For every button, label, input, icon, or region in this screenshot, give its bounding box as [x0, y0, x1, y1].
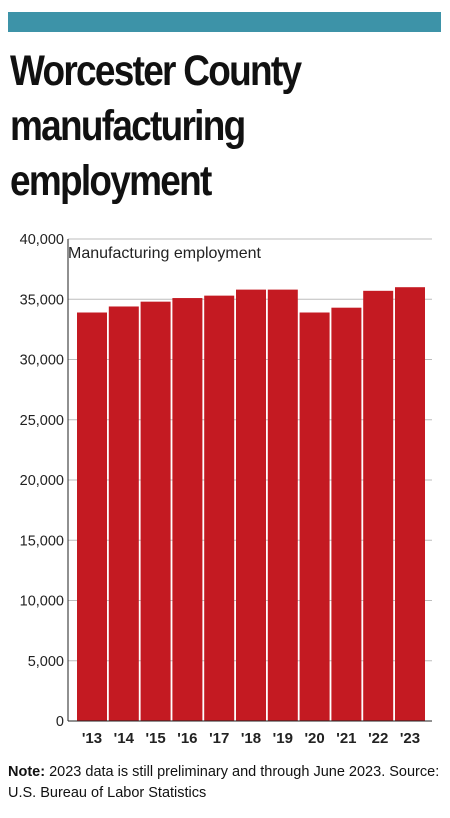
- x-tick-label: '14: [114, 730, 135, 747]
- note-text: 2023 data is still preliminary and throu…: [8, 764, 440, 801]
- y-tick-label: 40,000: [20, 232, 64, 248]
- x-tick-label: '21: [336, 730, 356, 747]
- y-tick-label: 15,000: [20, 533, 64, 549]
- note-label: Note:: [8, 764, 46, 780]
- bar-16: [172, 298, 203, 721]
- y-tick-label: 35,000: [20, 292, 64, 308]
- y-tick-label: 0: [56, 714, 64, 730]
- bar-17: [204, 295, 235, 721]
- x-tick-label: '18: [241, 730, 261, 747]
- bar-19: [267, 289, 298, 721]
- y-tick-label: 30,000: [20, 353, 64, 369]
- bar-21: [331, 307, 362, 721]
- y-tick-label: 20,000: [20, 473, 64, 489]
- bar-13: [77, 312, 107, 721]
- y-tick-label: 25,000: [20, 413, 64, 429]
- x-tick-label: '15: [145, 730, 165, 747]
- bar-18: [236, 289, 266, 721]
- x-tick-label: '19: [273, 730, 293, 747]
- y-tick-label: 5,000: [28, 654, 64, 670]
- bars: [77, 287, 425, 721]
- x-tick-label: '16: [177, 730, 197, 747]
- bar-15: [140, 301, 171, 721]
- bar-22: [363, 290, 394, 721]
- bar-20: [299, 312, 330, 721]
- x-tick-label: '22: [368, 730, 388, 747]
- accent-bar: [8, 12, 441, 32]
- bar-23: [395, 287, 425, 721]
- page-title: Worcester County manufacturing employmen…: [10, 44, 380, 209]
- axes: 0 5,000 10,000 15,000 20,000 25,000 30,000 35,0…: [20, 232, 432, 747]
- x-tick-label: '23: [400, 730, 420, 747]
- bar-14: [108, 306, 139, 721]
- series-label: Manufacturing employment: [68, 245, 262, 262]
- bar-chart: 0 5,000 10,000 15,000 20,000 25,000 30,000 35,0…: [20, 232, 432, 747]
- title-line-2: manufacturing: [10, 102, 246, 150]
- footnote: Note: 2023 data is still preliminary and…: [8, 762, 444, 804]
- y-tick-label: 10,000: [20, 594, 64, 610]
- x-tick-label: '17: [209, 730, 229, 747]
- title-line-3: employment: [10, 157, 212, 205]
- x-tick-label: '13: [82, 730, 102, 747]
- title-line-1: Worcester County: [10, 47, 302, 95]
- x-tick-label: '20: [304, 730, 324, 747]
